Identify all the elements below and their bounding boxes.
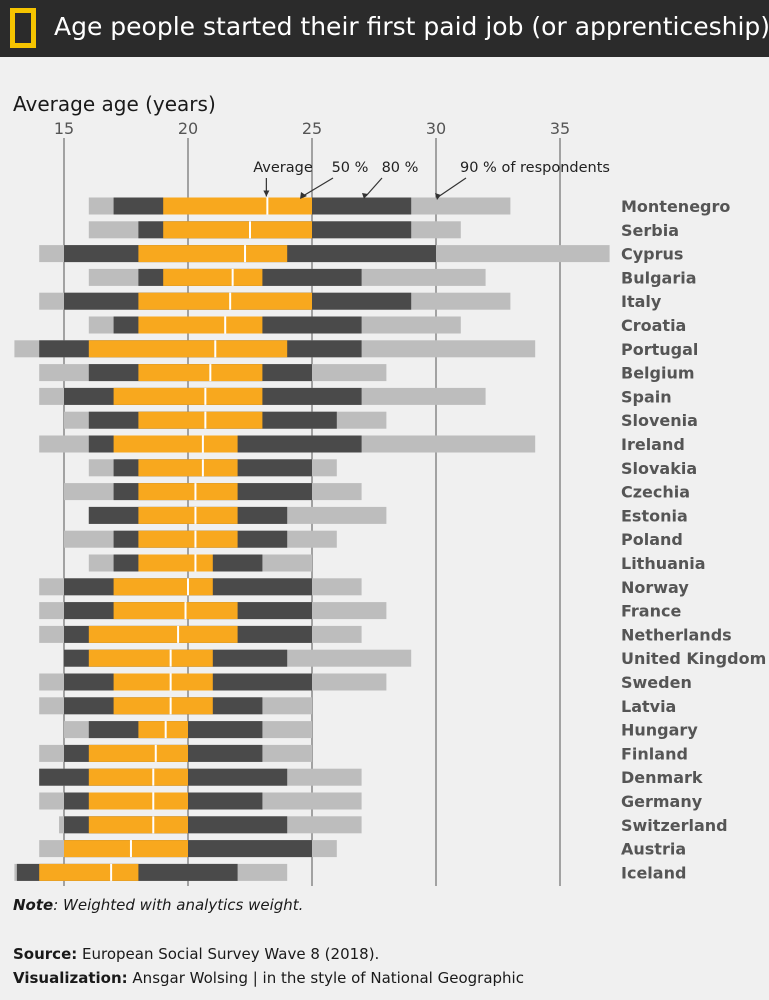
source-text: European Social Survey Wave 8 (2018). (77, 945, 380, 963)
annotation-p50-pointer (302, 177, 334, 197)
country-label-portugal: Portugal (621, 340, 698, 359)
country-label-ireland: Ireland (621, 435, 685, 454)
country-label-spain: Spain (621, 387, 672, 406)
annotation-p50-arrowhead (300, 192, 307, 199)
country-label-denmark: Denmark (621, 768, 703, 787)
bar-50-finland (88, 744, 188, 762)
country-label-poland: Poland (621, 530, 683, 549)
country-label-switzerland: Switzerland (621, 816, 728, 835)
country-label-bulgaria: Bulgaria (621, 268, 697, 287)
bar-50-lithuania (138, 554, 213, 572)
bar-50-czechia (138, 483, 238, 501)
bar-50-sweden (113, 673, 213, 691)
country-label-serbia: Serbia (621, 221, 679, 240)
bar-50-poland (138, 530, 238, 548)
annotation-average: Average (253, 160, 313, 176)
country-label-sweden: Sweden (621, 673, 692, 692)
country-label-montenegro: Montenegro (621, 197, 730, 216)
x-tick-label-20: 20 (178, 119, 198, 138)
country-label-belgium: Belgium (621, 364, 695, 383)
yellow-border-logo-icon (10, 8, 36, 48)
annotation-p80-pointer (365, 177, 383, 197)
country-label-united-kingdom: United Kingdom (621, 649, 766, 668)
bar-50-iceland (39, 863, 139, 881)
bar-50-portugal (88, 340, 288, 358)
country-label-iceland: Iceland (621, 863, 686, 882)
bar-50-cyprus (138, 245, 288, 263)
country-label-finland: Finland (621, 744, 688, 763)
bar-50-italy (138, 292, 312, 310)
bar-50-norway (113, 578, 213, 596)
country-label-austria: Austria (621, 840, 686, 859)
range-bar-chart: 15 20 25 30 35 Montenegro Serbia Cyprus Bulgaria… (14, 119, 766, 886)
note: Note: Weighted with analytics weight. (13, 896, 303, 914)
annotation-p50: 50 % (332, 160, 369, 176)
x-axis-title: Average age (years) (13, 92, 216, 116)
source-label: Source: (13, 945, 78, 963)
annotation-p90-pointer (437, 177, 467, 198)
source-line: Source: European Social Survey Wave 8 (2… (13, 942, 524, 966)
bar-50-france (113, 602, 238, 620)
x-tick-label-15: 15 (54, 119, 74, 138)
chart-title: Age people started their first paid job … (54, 12, 769, 41)
header-bar: Age people started their first paid job … (0, 0, 769, 57)
source-block: Source: European Social Survey Wave 8 (2… (13, 942, 524, 990)
country-label-estonia: Estonia (621, 506, 688, 525)
annotation-p90-arrowhead (435, 193, 441, 200)
bar-50-spain (113, 387, 263, 405)
annotation-p80: 80 % (382, 160, 419, 176)
country-label-italy: Italy (621, 292, 662, 311)
bar-50-slovenia (138, 411, 263, 429)
bar-50-slovakia (138, 459, 238, 477)
country-label-slovenia: Slovenia (621, 411, 698, 430)
bar-50-denmark (88, 768, 188, 786)
bar-50-united-kingdom (88, 649, 213, 667)
bar-50-croatia (138, 316, 263, 334)
bar-50-latvia (113, 697, 213, 715)
note-text: : Weighted with analytics weight. (53, 896, 304, 914)
bar-50-hungary (138, 721, 188, 739)
country-label-lithuania: Lithuania (621, 554, 706, 573)
bar-50-montenegro (163, 197, 312, 215)
country-label-cyprus: Cyprus (621, 245, 683, 264)
annotation-p90: 90 % of respondents (460, 160, 610, 176)
country-label-france: France (621, 602, 681, 621)
country-label-norway: Norway (621, 578, 689, 597)
bar-50-austria (64, 840, 188, 858)
country-label-latvia: Latvia (621, 697, 676, 716)
country-label-croatia: Croatia (621, 316, 686, 335)
visualization-label: Visualization: (13, 969, 128, 987)
bar-50-belgium (138, 364, 263, 382)
country-label-slovakia: Slovakia (621, 459, 697, 478)
x-tick-label-30: 30 (426, 119, 446, 138)
bar-50-bulgaria (163, 268, 263, 286)
bar-50-serbia (163, 221, 312, 239)
bar-50-estonia (138, 506, 238, 524)
annotation-p80-arrowhead (362, 193, 368, 199)
visualization-text: Ansgar Wolsing | in the style of Nationa… (127, 969, 524, 987)
country-label-czechia: Czechia (621, 483, 690, 502)
bar-50-ireland (113, 435, 238, 453)
country-label-hungary: Hungary (621, 721, 698, 740)
note-label: Note (13, 896, 54, 914)
bar-50-switzerland (88, 816, 188, 834)
annotation-average-arrowhead (263, 190, 270, 197)
x-tick-label-35: 35 (550, 119, 570, 138)
visualization-line: Visualization: Ansgar Wolsing | in the s… (13, 966, 524, 990)
country-label-germany: Germany (621, 792, 703, 811)
bar-50-germany (88, 792, 188, 810)
x-tick-label-25: 25 (302, 119, 322, 138)
country-label-netherlands: Netherlands (621, 625, 732, 644)
bar-50-netherlands (88, 625, 238, 643)
